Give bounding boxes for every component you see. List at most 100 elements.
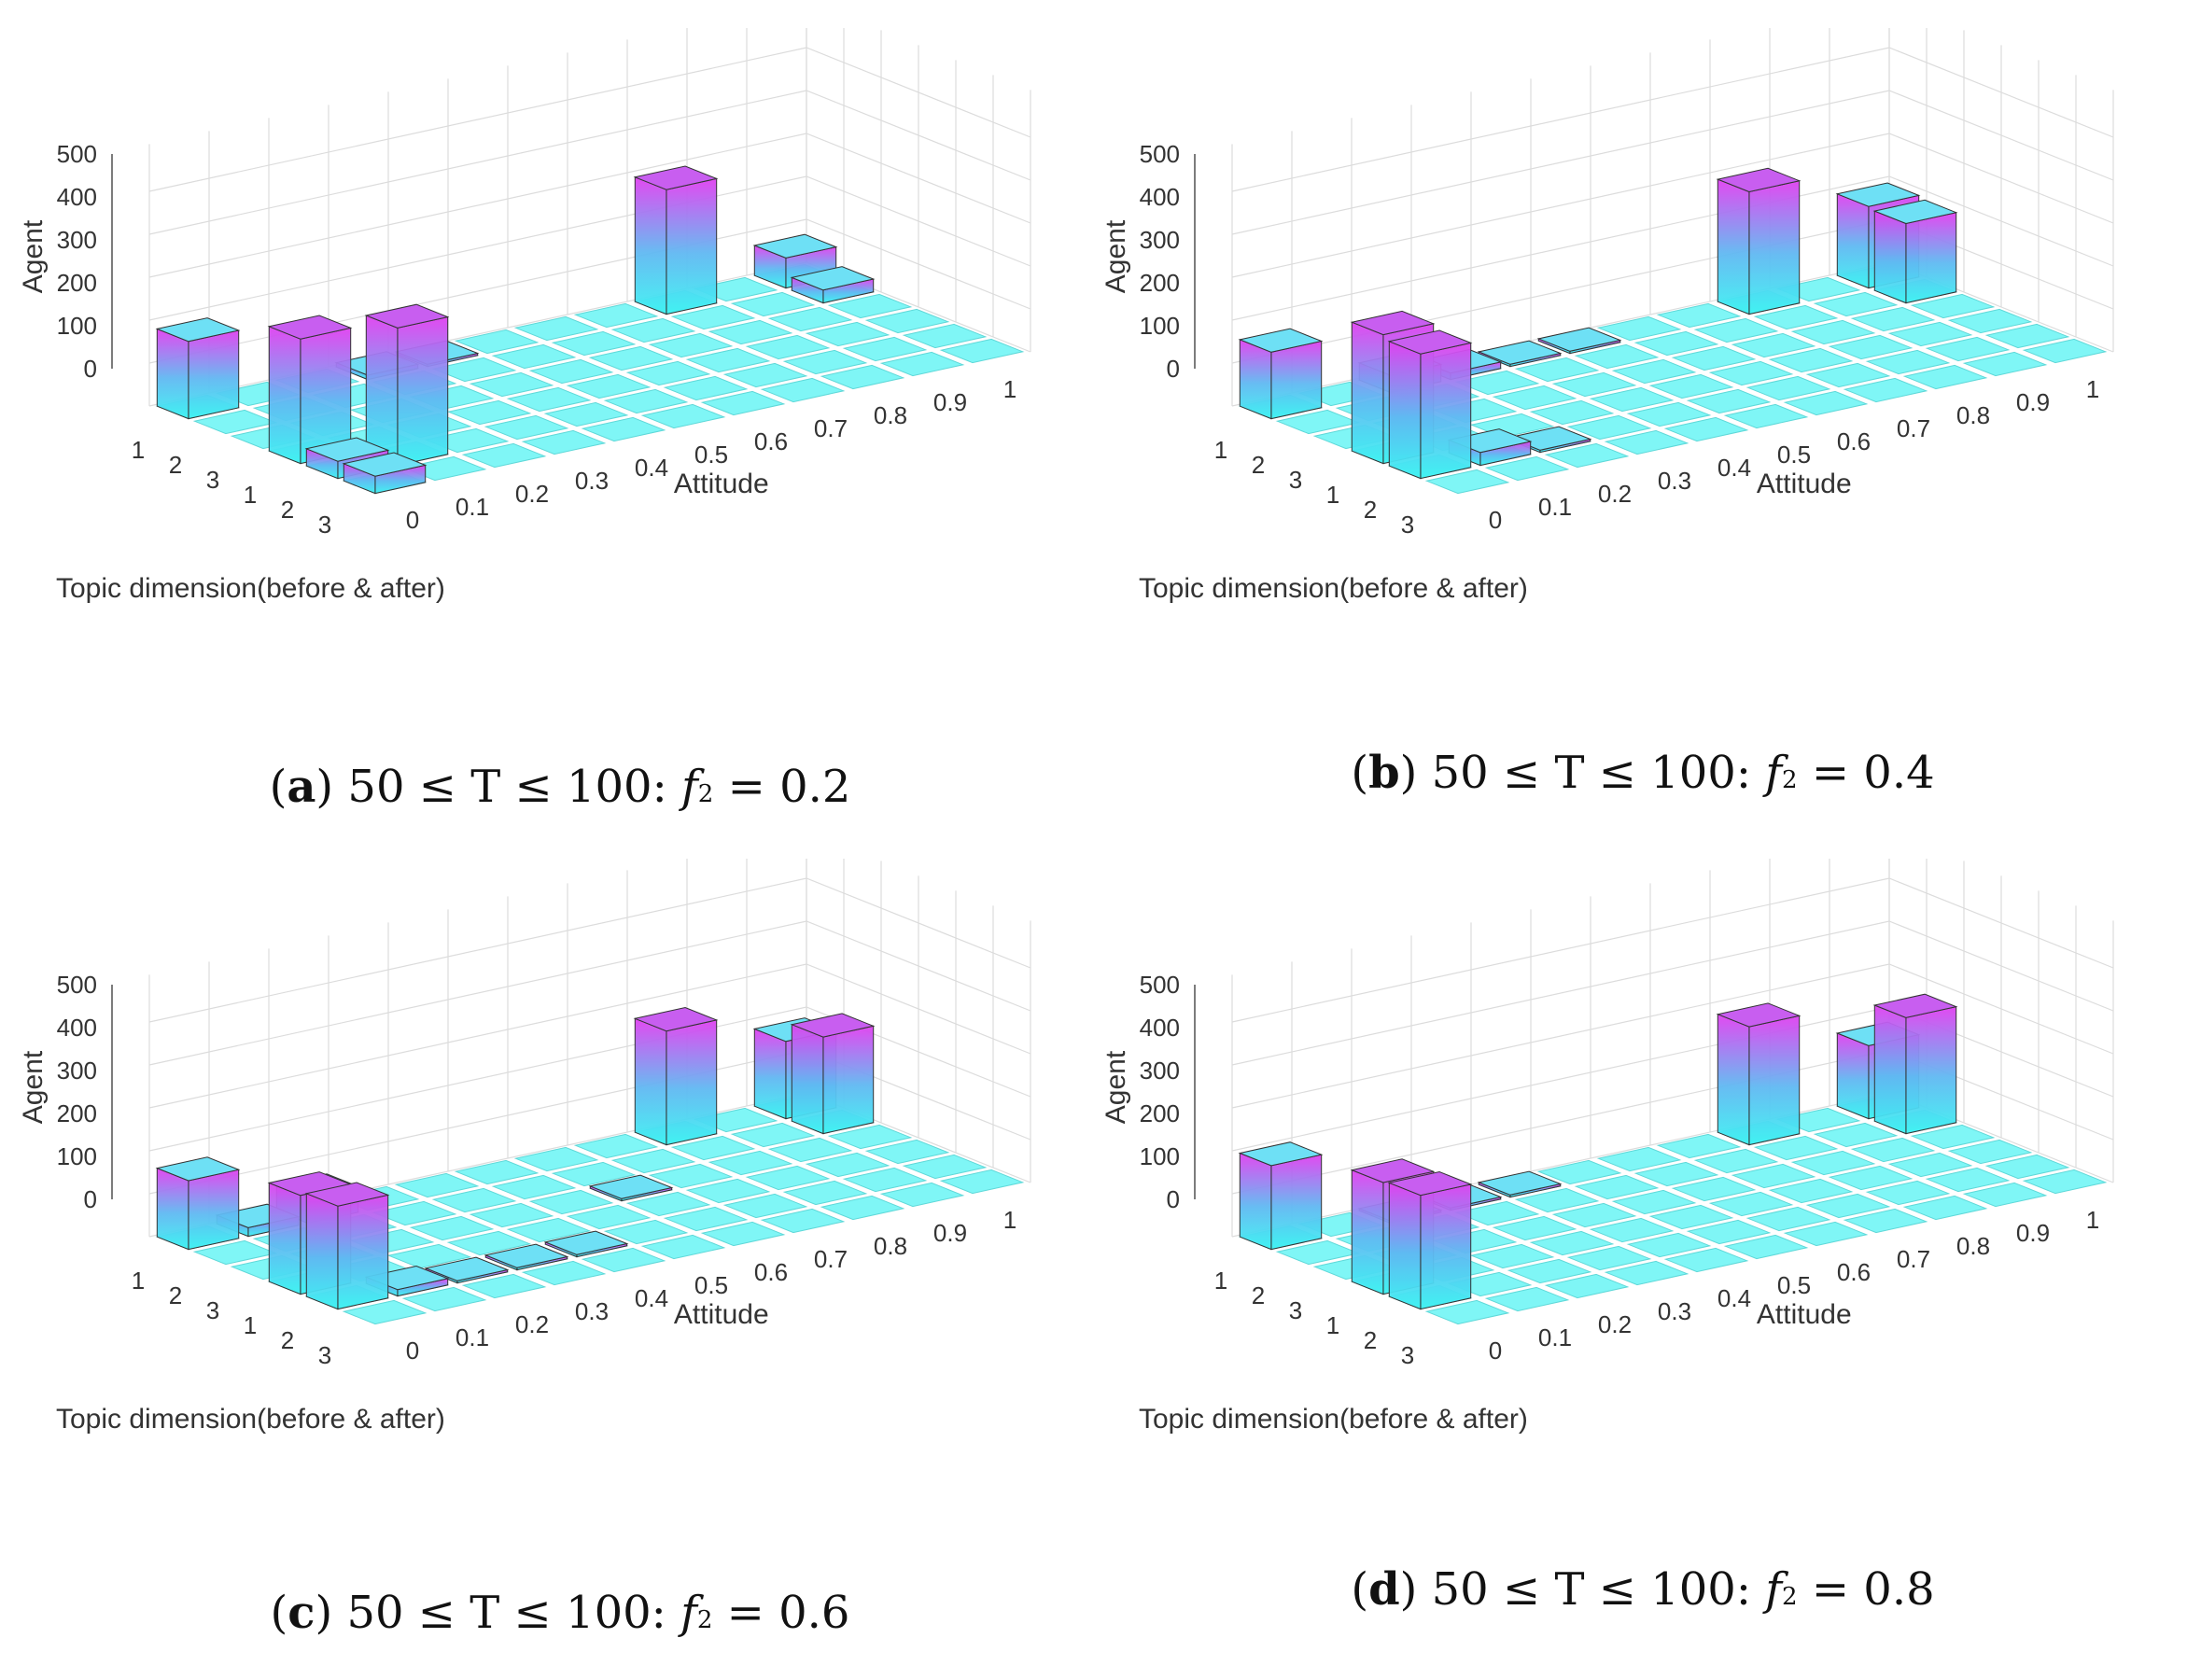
bar-t0-a0: [1238, 328, 1324, 420]
z-tick-label: 100: [1140, 1142, 1180, 1170]
topic-tick-label: 1: [1326, 1311, 1339, 1339]
attitude-axis: 0 0.1 0.2 0.3 0.4 0.5 0.6 0.7 0.8 0.9 1 Attitude: [406, 375, 1016, 534]
bar-t5-a0: [342, 452, 428, 495]
chart-b-plot: 0 100 200 300 400 500 Agent 0 0.1 0.2 0.3 0.4 0.5 0.6…: [1101, 28, 2114, 604]
caption-b: (b) 50 ≤ T ≤ 100: f2 = 0.4: [1351, 747, 1935, 799]
attitude-tick-label: 0.5: [694, 1271, 728, 1299]
bar-t0-a8: [1716, 167, 1801, 315]
z-tick-label: 100: [57, 1142, 97, 1170]
caption-sub: 2: [1782, 766, 1798, 794]
z-tick-label: 0: [84, 1185, 97, 1213]
z-axis-label: Agent: [19, 219, 49, 293]
attitude-tick-label: 0.4: [1717, 454, 1751, 482]
attitude-tick-label: 0.8: [1956, 1232, 1990, 1260]
topic-tick-label: 1: [132, 436, 145, 464]
caption-a: (a) 50 ≤ T ≤ 100: f2 = 0.2: [269, 761, 851, 813]
grid-walls: [148, 859, 1031, 1238]
attitude-tick-label: 0.7: [1897, 1245, 1930, 1273]
bar-t4-a3: [484, 1243, 569, 1271]
topic-tick-label: 2: [1364, 496, 1377, 524]
attitude-axis-label: Attitude: [674, 1299, 769, 1330]
caption-text: 50 ≤ T ≤ 100:: [1431, 1563, 1766, 1616]
attitude-tick-label: 0.9: [933, 388, 967, 416]
topic-tick-label: 2: [169, 1281, 182, 1309]
caption-letter: a: [287, 761, 316, 813]
z-tick-label: 300: [57, 1057, 97, 1085]
chart-panel-d: 0 100 200 300 400 500 Agent 0 0.1 0.2 0.3 0.4 0.5 0.6…: [1101, 859, 2184, 1661]
attitude-tick-label: 0.1: [1538, 493, 1572, 521]
z-tick-label: 400: [57, 1014, 97, 1042]
topic-tick-label: 2: [1252, 451, 1265, 479]
attitude-tick-label: 0.6: [754, 1258, 788, 1286]
attitude-tick-label: 0.9: [2016, 388, 2050, 416]
z-tick-label: 0: [1167, 355, 1180, 383]
attitude-tick-label: 0.3: [575, 467, 609, 495]
z-tick-label: 0: [84, 355, 97, 383]
chart-c-plot: 0 100 200 300 400 500 Agent 0 0.1 0.2 0.3 0.4 0.5 0.6…: [19, 859, 1031, 1435]
topic-tick-label: 3: [1289, 1296, 1302, 1324]
attitude-axis: 0 0.1 0.2 0.3 0.4 0.5 0.6 0.7 0.8 0.9 1 Attitude: [1489, 375, 2099, 534]
topic-tick-label: 3: [318, 511, 331, 539]
attitude-tick-label: 0.4: [635, 454, 668, 482]
attitude-tick-label: 0.5: [1777, 1271, 1811, 1299]
z-tick-label: 400: [57, 183, 97, 211]
z-axis: 0 100 200 300 400 500 Agent: [19, 140, 113, 383]
attitude-tick-label: 0.7: [814, 1245, 848, 1273]
bar-t4-a4: [543, 1230, 629, 1258]
z-axis: 0 100 200 300 400 500 Agent: [1101, 971, 1196, 1213]
z-axis-label: Agent: [1101, 1050, 1131, 1124]
topic-tick-label: 1: [1214, 436, 1227, 464]
caption-text: 50 ≤ T ≤ 100:: [347, 761, 682, 813]
caption-eq: = 0.2: [713, 761, 851, 813]
topic-axis-label: Topic dimension(before & after): [56, 1404, 445, 1435]
z-axis-label: Agent: [1101, 219, 1131, 293]
attitude-tick-label: 1: [2086, 1206, 2099, 1234]
topic-axis-label: Topic dimension(before & after): [1139, 1404, 1528, 1435]
attitude-tick-label: 0.6: [1837, 427, 1871, 455]
caption-sub: 2: [697, 780, 714, 808]
z-axis: 0 100 200 300 400 500 Agent: [1101, 140, 1196, 383]
attitude-tick-label: 0.5: [1777, 441, 1811, 469]
topic-tick-label: 2: [169, 451, 182, 479]
z-tick-label: 400: [1140, 183, 1180, 211]
topic-tick-label: 2: [1364, 1326, 1377, 1354]
topic-tick-label: 3: [318, 1341, 331, 1369]
z-axis-label: Agent: [19, 1050, 49, 1124]
topic-tick-label: 3: [1289, 466, 1302, 494]
attitude-axis-label: Attitude: [1757, 1299, 1852, 1330]
attitude-tick-label: 0.8: [874, 401, 907, 429]
chart-panel-a: 0 100 200 300 400 500 Agent 0 0.1 0.2 0.3 0.4 0.5 0.6…: [19, 28, 1101, 831]
bar-t0-a8: [633, 1006, 719, 1146]
chart-panel-c: 0 100 200 300 400 500 Agent 0 0.1 0.2 0.3 0.4 0.5 0.6…: [19, 859, 1101, 1661]
bar-t4-a1: [364, 303, 450, 467]
attitude-tick-label: 0.1: [456, 493, 489, 521]
attitude-axis-label: Attitude: [1757, 469, 1852, 499]
topic-axis-label: Topic dimension(before & after): [1139, 573, 1528, 604]
bar-t0-a0: [155, 1156, 241, 1251]
topic-tick-label: 2: [281, 496, 294, 524]
z-tick-label: 100: [57, 312, 97, 340]
caption-var: f: [681, 761, 698, 813]
topic-tick-label: 2: [281, 1326, 294, 1354]
bar-t3-a0: [267, 315, 353, 465]
attitude-tick-label: 0.3: [1658, 1297, 1691, 1325]
attitude-tick-label: 0.8: [1956, 401, 1990, 429]
caption-eq: = 0.4: [1797, 747, 1935, 799]
bar-t1-a10: [1872, 199, 1958, 304]
chart-a-plot: 0 100 200 300 400 500 Agent 0 0.1 0.2 0.3 0.4 0.5 0.6…: [19, 28, 1031, 604]
z-tick-label: 500: [57, 971, 97, 999]
chart-d-plot: 0 100 200 300 400 500 Agent 0 0.1 0.2 0.3 0.4 0.5 0.6…: [1101, 859, 2114, 1435]
caption-text: 50 ≤ T ≤ 100:: [1431, 747, 1766, 799]
caption-d: (d) 50 ≤ T ≤ 100: f2 = 0.8: [1351, 1563, 1935, 1616]
attitude-tick-label: 0.2: [1598, 480, 1632, 508]
caption-letter: d: [1368, 1563, 1400, 1616]
attitude-tick-label: 0.1: [1538, 1323, 1572, 1351]
z-tick-label: 100: [1140, 312, 1180, 340]
attitude-tick-label: 0.2: [515, 480, 549, 508]
z-tick-label: 200: [1140, 269, 1180, 297]
z-tick-label: 500: [1140, 971, 1180, 999]
attitude-axis: 0 0.1 0.2 0.3 0.4 0.5 0.6 0.7 0.8 0.9 1 Attitude: [406, 1206, 1016, 1365]
topic-tick-label: 3: [206, 466, 219, 494]
